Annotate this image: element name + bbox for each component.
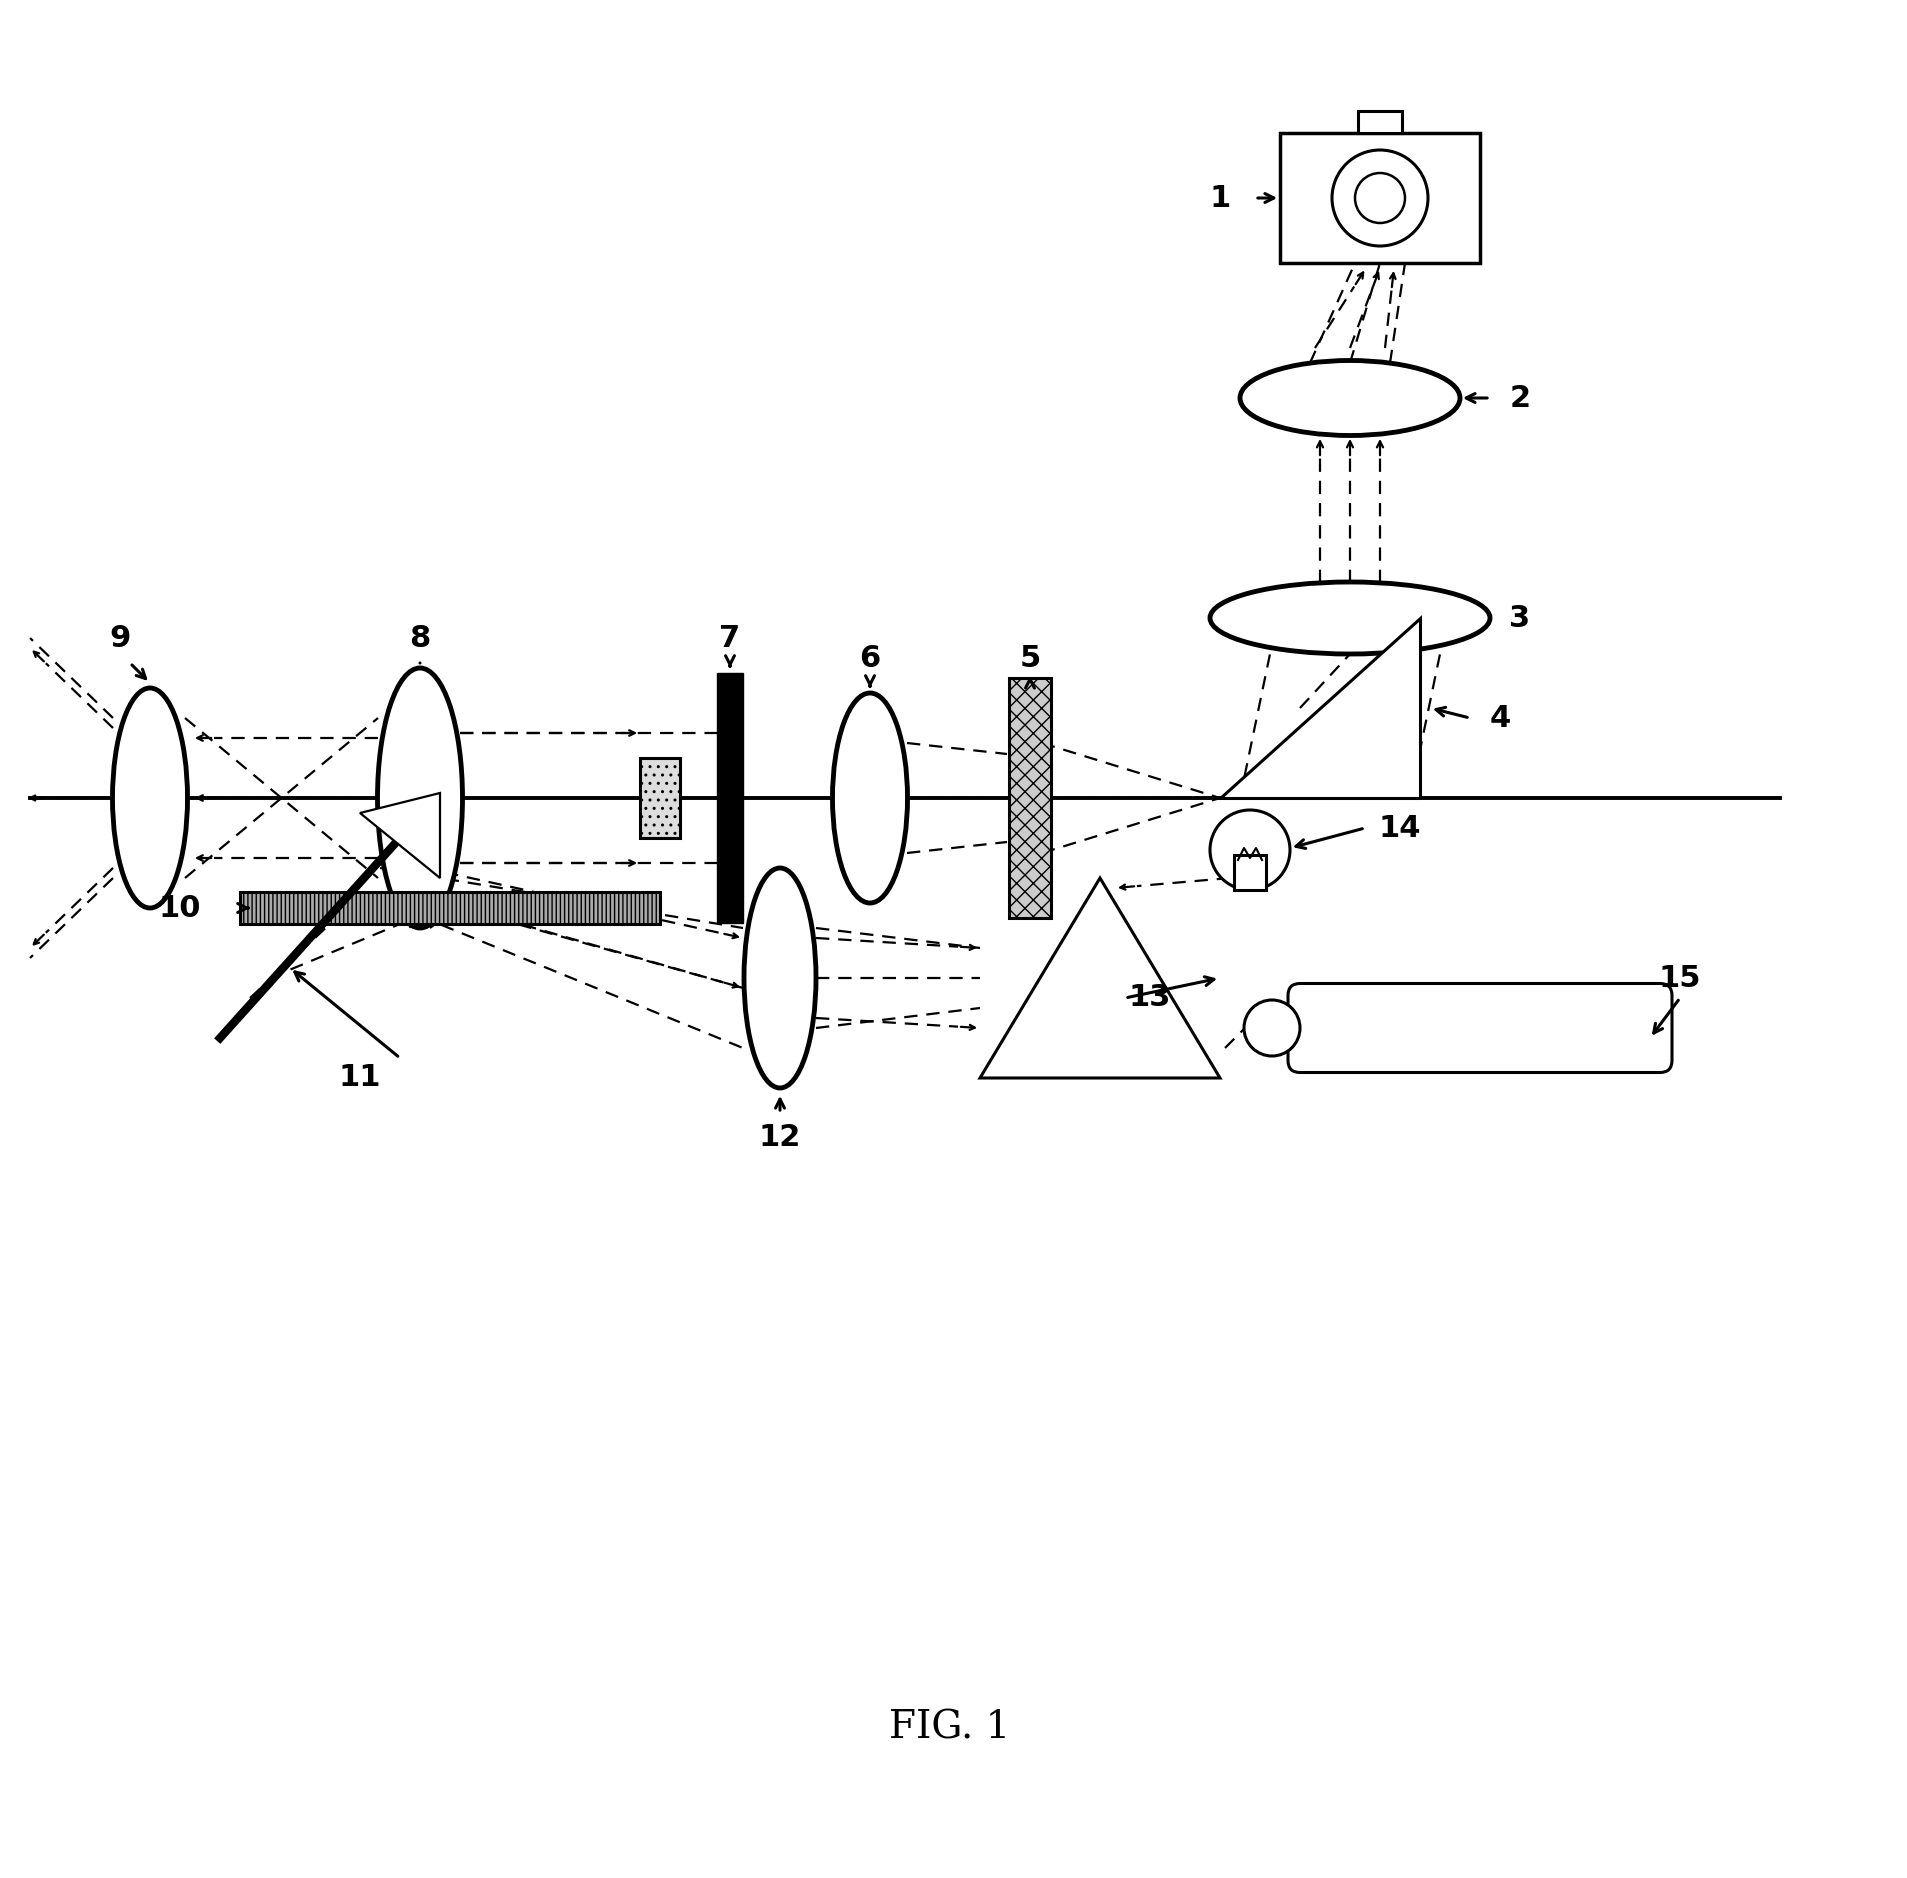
Text: FIG. 1: FIG. 1 [889,1709,1011,1747]
Text: 8: 8 [410,623,431,652]
Polygon shape [980,879,1220,1078]
Ellipse shape [378,669,463,928]
Text: 15: 15 [1659,963,1701,992]
Ellipse shape [1211,582,1489,654]
Text: 5: 5 [1020,644,1041,672]
Ellipse shape [833,693,908,903]
Circle shape [1243,999,1301,1055]
Text: 6: 6 [860,644,881,672]
Polygon shape [360,793,441,879]
Text: 14: 14 [1379,813,1421,843]
Text: 2: 2 [1510,383,1531,413]
Circle shape [1356,173,1405,223]
Text: 4: 4 [1489,704,1510,732]
Bar [1009,678,1051,918]
Text: 3: 3 [1510,603,1531,633]
Text: 10: 10 [158,894,202,922]
FancyBboxPatch shape [1280,133,1480,263]
Bar [1234,854,1266,890]
Text: 9: 9 [109,623,132,652]
Ellipse shape [744,868,816,1087]
Ellipse shape [1240,361,1461,436]
Text: 1: 1 [1209,184,1230,212]
Circle shape [1211,809,1289,890]
Bar [240,892,660,924]
Text: 13: 13 [1129,984,1171,1012]
Circle shape [1331,150,1428,246]
FancyBboxPatch shape [1287,984,1672,1072]
Bar [717,672,744,922]
Polygon shape [1220,618,1421,798]
Text: 12: 12 [759,1123,801,1153]
Text: 7: 7 [719,623,740,652]
FancyBboxPatch shape [1358,111,1402,133]
Bar [641,759,681,838]
Text: 11: 11 [339,1063,381,1093]
Ellipse shape [113,687,187,907]
